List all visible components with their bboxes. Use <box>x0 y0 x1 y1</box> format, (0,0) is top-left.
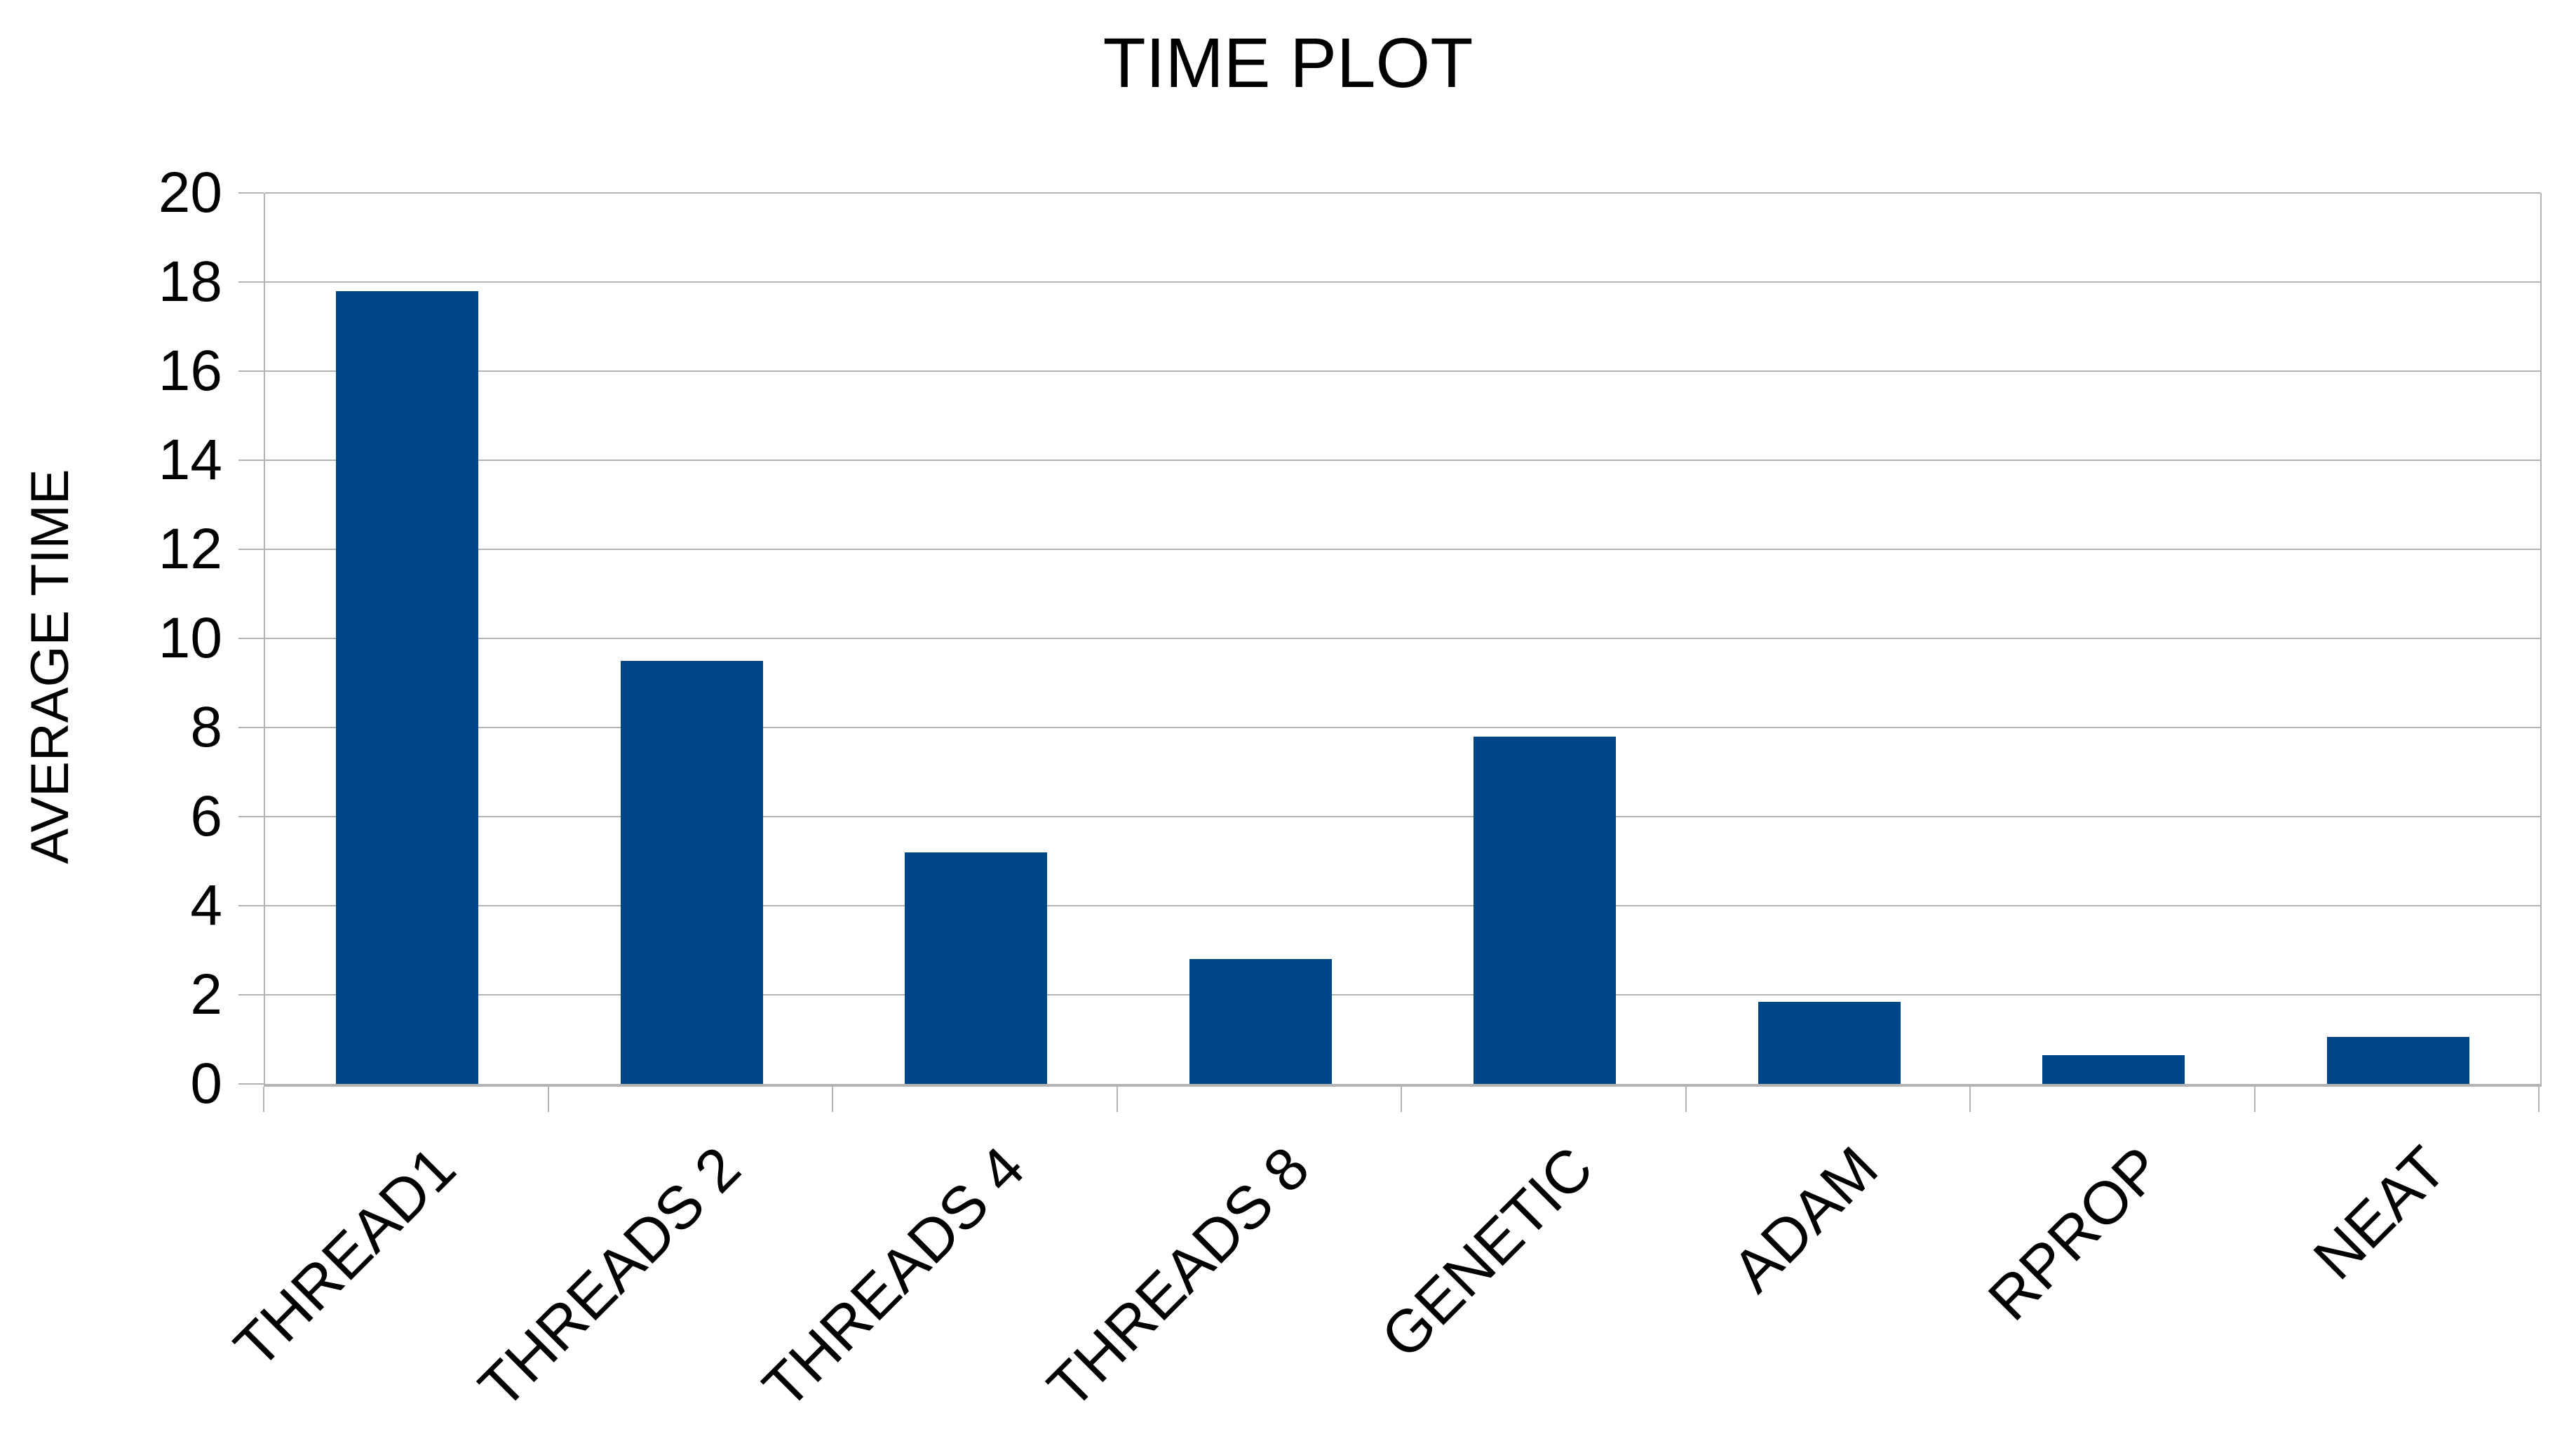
x-tick-mark-8 <box>2538 1087 2540 1112</box>
x-tick-mark-2 <box>832 1087 833 1112</box>
y-tick-label-8: 8 <box>190 695 222 759</box>
y-tick-mark-14 <box>238 460 264 461</box>
x-tick-mark-1 <box>547 1087 549 1112</box>
gridline-2 <box>265 994 2540 996</box>
bar-threads-2 <box>620 660 763 1084</box>
x-label-neat: NEAT <box>2301 1134 2460 1293</box>
bar-adam <box>1758 1001 1901 1084</box>
chart-title: TIME PLOT <box>1102 24 1474 102</box>
y-tick-label-14: 14 <box>158 428 222 492</box>
x-tick-mark-0 <box>263 1087 264 1112</box>
y-tick-mark-6 <box>238 816 264 817</box>
y-tick-mark-10 <box>238 638 264 639</box>
gridline-4 <box>265 905 2540 906</box>
x-tick-mark-4 <box>1401 1087 1402 1112</box>
bar-neat <box>2326 1037 2469 1084</box>
y-tick-mark-4 <box>238 905 264 906</box>
y-tick-mark-2 <box>238 994 264 996</box>
y-tick-label-20: 20 <box>158 161 222 225</box>
y-tick-mark-20 <box>238 192 264 194</box>
gridline-12 <box>265 549 2540 550</box>
y-tick-label-12: 12 <box>158 517 222 581</box>
y-tick-mark-18 <box>238 281 264 283</box>
y-tick-label-16: 16 <box>158 339 222 403</box>
x-tick-mark-5 <box>1685 1087 1687 1112</box>
y-tick-mark-0 <box>238 1083 264 1085</box>
gridline-20 <box>265 192 2540 194</box>
gridline-8 <box>265 727 2540 728</box>
x-tick-mark-6 <box>1969 1087 1971 1112</box>
y-tick-label-0: 0 <box>190 1052 222 1115</box>
x-label-thread1: THREAD1 <box>222 1134 469 1381</box>
plot-area <box>264 192 2542 1087</box>
bar-threads-8 <box>1189 959 1332 1084</box>
gridline-10 <box>265 638 2540 639</box>
bar-genetic <box>1474 736 1617 1084</box>
gridline-14 <box>265 460 2540 461</box>
gridline-6 <box>265 816 2540 817</box>
x-label-threads-2: THREADS 2 <box>466 1134 753 1421</box>
y-tick-mark-12 <box>238 549 264 550</box>
x-label-rprop: RPROP <box>1975 1134 2176 1334</box>
bar-rprop <box>2042 1054 2185 1084</box>
y-tick-label-2: 2 <box>190 963 222 1026</box>
x-tick-mark-3 <box>1116 1087 1118 1112</box>
x-label-threads-8: THREADS 8 <box>1034 1134 1322 1421</box>
y-tick-label-10: 10 <box>158 606 222 670</box>
y-tick-label-6: 6 <box>190 784 222 848</box>
bar-threads-4 <box>905 852 1048 1084</box>
y-tick-mark-8 <box>238 727 264 728</box>
y-tick-label-18: 18 <box>158 250 222 314</box>
x-tick-mark-7 <box>2253 1087 2255 1112</box>
x-label-threads-4: THREADS 4 <box>750 1134 1038 1421</box>
y-tick-mark-16 <box>238 370 264 372</box>
x-label-adam: ADAM <box>1720 1134 1891 1306</box>
gridline-16 <box>265 370 2540 372</box>
x-label-genetic: GENETIC <box>1368 1134 1607 1372</box>
gridline-18 <box>265 281 2540 283</box>
bar-thread1 <box>336 290 479 1084</box>
y-tick-label-4: 4 <box>190 873 222 937</box>
